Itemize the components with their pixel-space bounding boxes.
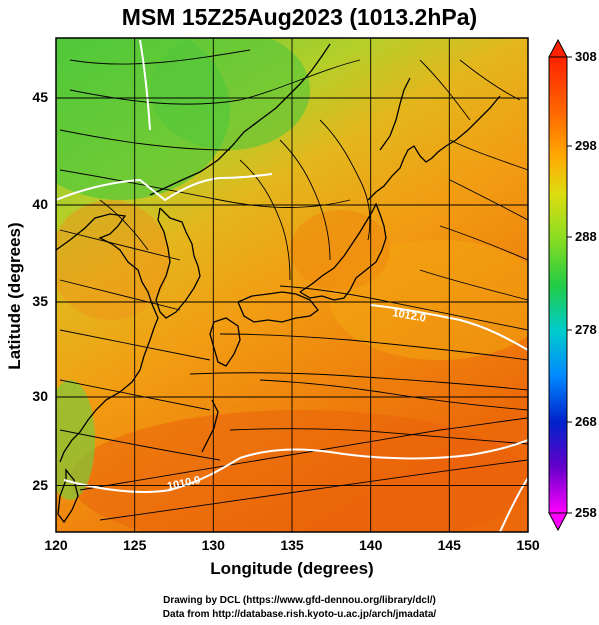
- coastlines: [56, 43, 501, 524]
- colorbar-tick-298: 298: [575, 138, 597, 153]
- contour-label-1012: 1012.0: [391, 307, 426, 325]
- y-tick-35: 35: [32, 293, 48, 309]
- credit-data: Data from http://database.rish.kyoto-u.a…: [162, 609, 437, 620]
- colorbar-tick-268: 268: [575, 414, 597, 429]
- chart-title: MSM 15Z25Aug2023 (1013.2hPa): [121, 4, 478, 30]
- colorbar-tick-308: 308: [575, 49, 597, 64]
- plot-frame: [55, 37, 529, 533]
- x-tick-140: 140: [359, 537, 383, 553]
- graticule: [56, 38, 528, 532]
- x-tick-135: 135: [280, 537, 304, 553]
- x-tick-125: 125: [123, 537, 147, 553]
- x-tick-145: 145: [437, 537, 461, 553]
- y-tick-45: 45: [32, 89, 48, 105]
- x-tick-150: 150: [516, 537, 540, 553]
- colorbar-tick-278: 278: [575, 322, 597, 337]
- y-tick-25: 25: [32, 476, 48, 493]
- x-tick-130: 130: [201, 537, 225, 553]
- temperature-variations: [56, 38, 528, 532]
- credit-drawing: Drawing by DCL (https://www.gfd-dennou.o…: [163, 595, 436, 606]
- colorbar-tick-288: 288: [575, 229, 597, 244]
- x-axis-label: Longitude (degrees): [210, 559, 374, 578]
- colorbar: [548, 56, 568, 514]
- colorbar-tick-258: 258: [575, 505, 597, 520]
- x-tick-120: 120: [44, 537, 68, 553]
- isobars: [56, 39, 528, 532]
- colorbar-bottom-arrow: [548, 512, 568, 532]
- y-tick-40: 40: [32, 196, 48, 212]
- colorbar-ticks: [567, 56, 572, 514]
- colorbar-top-arrow: [548, 38, 568, 58]
- y-tick-30: 30: [32, 388, 48, 404]
